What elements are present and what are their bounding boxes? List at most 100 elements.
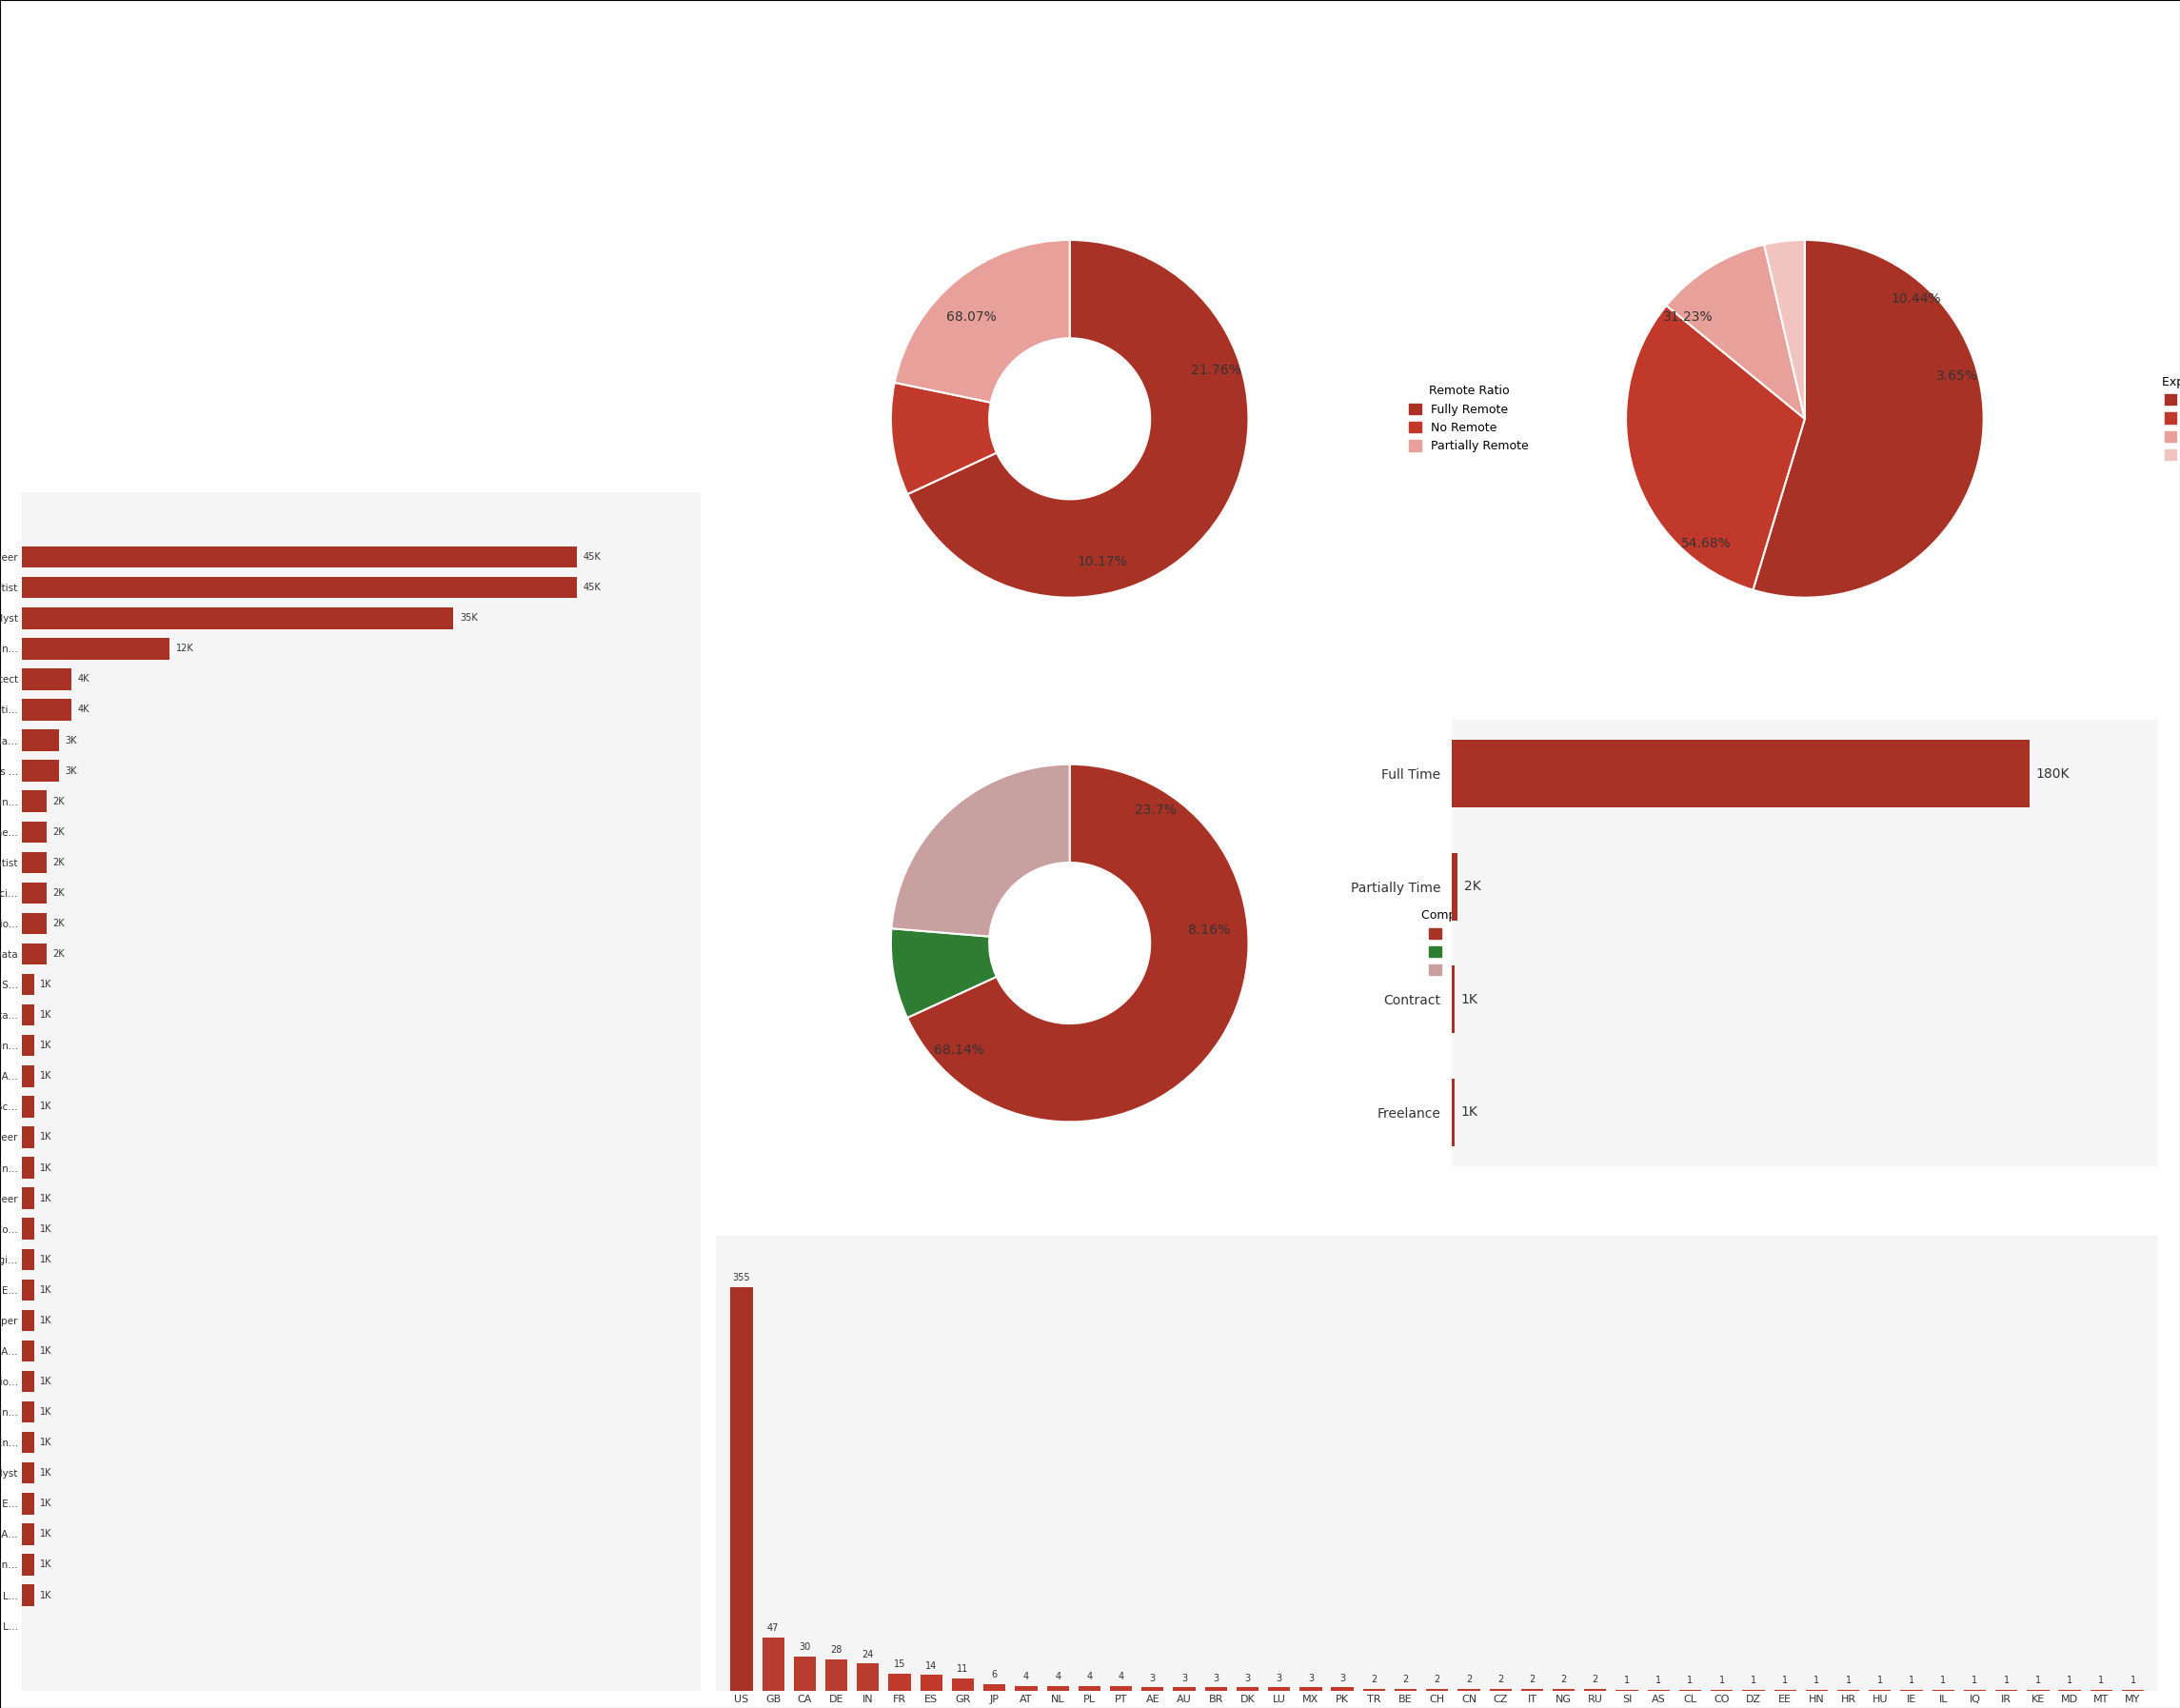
- Text: 1K: 1K: [39, 1315, 52, 1325]
- Text: 1K: 1K: [39, 980, 52, 989]
- Text: 1K: 1K: [39, 1225, 52, 1233]
- Text: 24: 24: [861, 1650, 874, 1658]
- Bar: [22, 1372, 35, 1392]
- Bar: [22, 639, 170, 659]
- Text: 1K: 1K: [39, 1132, 52, 1143]
- Text: 2K: 2K: [52, 796, 65, 806]
- Bar: [1206, 1688, 1227, 1691]
- Bar: [22, 1341, 35, 1361]
- Bar: [857, 1664, 879, 1691]
- Text: 1K: 1K: [39, 1407, 52, 1416]
- Bar: [22, 1127, 35, 1148]
- Wedge shape: [1753, 239, 1984, 598]
- Text: 11: 11: [957, 1664, 968, 1674]
- Text: 3: 3: [1339, 1674, 1345, 1682]
- Text: 3: 3: [1182, 1674, 1188, 1682]
- Text: 28: 28: [831, 1645, 841, 1655]
- Wedge shape: [892, 383, 996, 494]
- Text: 1: 1: [1718, 1676, 1724, 1686]
- Text: 2K: 2K: [1465, 880, 1480, 893]
- Bar: [983, 1684, 1005, 1691]
- Text: 2K: 2K: [52, 919, 65, 927]
- Text: 3: 3: [1212, 1674, 1219, 1682]
- Text: 1: 1: [2003, 1676, 2010, 1686]
- Text: 1: 1: [1846, 1676, 1851, 1686]
- Text: 2: 2: [1371, 1674, 1378, 1684]
- Wedge shape: [1626, 306, 1805, 589]
- Text: 4: 4: [1022, 1672, 1029, 1682]
- Text: 1: 1: [1751, 1676, 1757, 1686]
- Bar: [22, 1004, 35, 1027]
- Text: 1K: 1K: [39, 1255, 52, 1264]
- Legend: Medium, Large, Small: Medium, Large, Small: [1417, 905, 1511, 982]
- Text: DS Salary Dashboard: DS Salary Dashboard: [1201, 65, 1672, 104]
- Text: 1K: 1K: [1461, 1105, 1478, 1119]
- Bar: [1395, 1689, 1417, 1691]
- Wedge shape: [1764, 239, 1805, 418]
- Bar: [763, 1638, 785, 1691]
- Text: 355: 355: [732, 1272, 750, 1283]
- Wedge shape: [1666, 244, 1805, 418]
- Text: 68.07%: 68.07%: [946, 309, 996, 323]
- Bar: [22, 608, 453, 629]
- Bar: [22, 699, 72, 721]
- Bar: [22, 1279, 35, 1300]
- Text: 68.14%: 68.14%: [933, 1044, 983, 1057]
- Text: 45K: 45K: [584, 552, 602, 562]
- Bar: [1269, 1688, 1291, 1691]
- Bar: [22, 1431, 35, 1454]
- Text: 1K: 1K: [39, 1071, 52, 1081]
- Bar: [22, 1066, 35, 1086]
- Bar: [22, 883, 46, 904]
- Text: 31.23%: 31.23%: [1663, 309, 1713, 323]
- Bar: [22, 1249, 35, 1271]
- Text: 1K: 1K: [39, 1438, 52, 1447]
- Text: 4K: 4K: [76, 675, 89, 683]
- Text: 3.65%: 3.65%: [1936, 369, 1977, 383]
- Bar: [1046, 1686, 1068, 1691]
- Text: Number of Employees by Job Title: Number of Employees by Job Title: [209, 436, 512, 453]
- Text: 3K: 3K: [65, 767, 76, 775]
- Text: 3: 3: [1275, 1674, 1282, 1682]
- Text: 6: 6: [992, 1670, 998, 1679]
- Text: 35K: 35K: [460, 613, 477, 623]
- Text: 1K: 1K: [39, 1469, 52, 1477]
- Text: 1K: 1K: [39, 1040, 52, 1050]
- Bar: [1079, 1686, 1101, 1691]
- Text: 1: 1: [1877, 1676, 1884, 1686]
- Bar: [22, 668, 72, 690]
- Bar: [22, 760, 59, 782]
- Text: 1: 1: [2067, 1676, 2073, 1686]
- Wedge shape: [892, 929, 996, 1018]
- Text: 112.30K: 112.30K: [233, 237, 490, 292]
- Text: 1: 1: [1655, 1676, 1661, 1686]
- Bar: [22, 1554, 35, 1575]
- Text: All: All: [83, 123, 100, 138]
- Bar: [22, 974, 35, 996]
- Text: 15: 15: [894, 1660, 905, 1669]
- Bar: [1452, 740, 2030, 808]
- Bar: [22, 852, 46, 873]
- Text: 1: 1: [2099, 1676, 2104, 1686]
- Text: 1: 1: [1783, 1676, 1788, 1686]
- Bar: [920, 1676, 942, 1691]
- Legend: Senior Level, Mid Level, Entry Level, Expert Level: Senior Level, Mid Level, Entry Level, Ex…: [2156, 371, 2180, 466]
- Bar: [794, 1657, 815, 1691]
- Bar: [1332, 1688, 1354, 1691]
- Text: 14: 14: [926, 1660, 937, 1670]
- Bar: [1452, 852, 1458, 921]
- Bar: [1522, 1689, 1543, 1691]
- Bar: [1016, 1686, 1038, 1691]
- Bar: [1236, 1688, 1258, 1691]
- Bar: [1142, 1688, 1164, 1691]
- Text: 1K: 1K: [39, 1102, 52, 1112]
- Text: 1: 1: [1910, 1676, 1914, 1686]
- Bar: [22, 1035, 35, 1056]
- Text: Number of Employees by Company Location: Number of Employees by Company Location: [1258, 1206, 1618, 1220]
- Wedge shape: [892, 763, 1070, 936]
- Bar: [22, 822, 46, 842]
- Bar: [22, 1585, 35, 1606]
- Text: Average of Salary_in_usd: Average of Salary_in_usd: [262, 313, 460, 330]
- Bar: [889, 1674, 911, 1691]
- Bar: [22, 1187, 35, 1209]
